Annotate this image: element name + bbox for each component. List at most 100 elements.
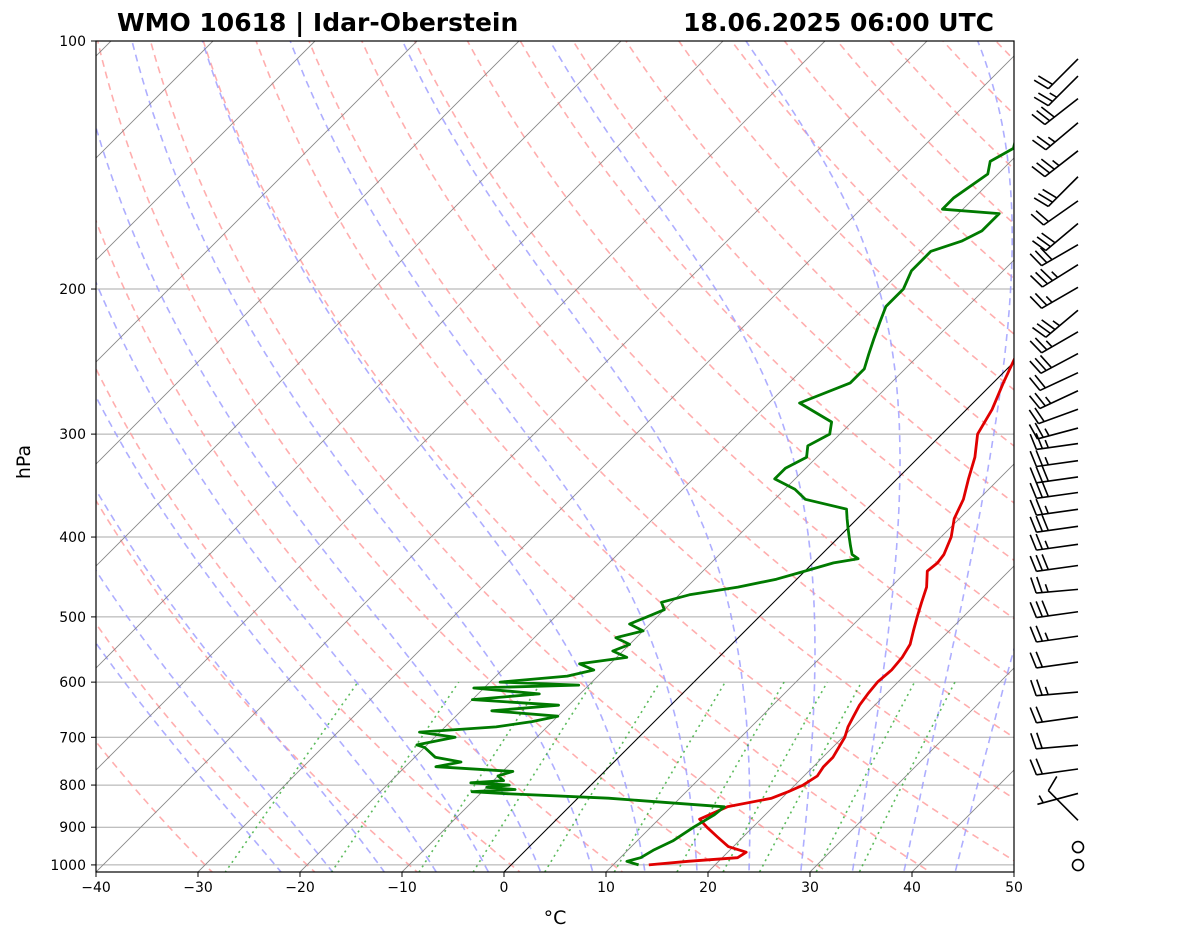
y-tick-label: 400 — [59, 530, 86, 546]
wind-barb-flag — [1033, 79, 1049, 90]
wind-barb-flag — [1041, 600, 1050, 617]
wind-barb-flag — [1035, 554, 1044, 571]
wind-barb-flag — [1036, 732, 1043, 749]
wind-barb-flag — [1035, 481, 1044, 498]
isotherm — [96, 41, 520, 465]
wind-barb-staff — [1036, 508, 1079, 516]
wind-barb-flag — [1029, 360, 1042, 374]
wind-barb-staff — [1047, 75, 1079, 107]
wind-barb-staff — [1036, 564, 1079, 573]
wind-barb-staff — [1036, 661, 1079, 669]
wind-barb-flag — [1035, 651, 1044, 668]
dry-adiabat — [466, 41, 1014, 620]
mixing-ratio-line — [330, 681, 460, 872]
wind-barb-flag — [1028, 424, 1039, 440]
moist-adiabat — [96, 280, 490, 872]
wind-barb-staff — [1036, 491, 1079, 500]
wind-barb — [1029, 286, 1079, 310]
wind-barb-staff — [1047, 176, 1079, 208]
mixing-ratio-line — [472, 681, 594, 872]
isotherm — [809, 667, 1014, 872]
wind-barb-flag — [1034, 337, 1048, 351]
wind-barb — [1030, 200, 1079, 226]
x-tick-label: 10 — [597, 880, 615, 896]
wind-barb-half-flag — [1044, 396, 1052, 404]
x-tick-label: −20 — [285, 880, 315, 896]
wind-barb-flag — [1029, 534, 1038, 551]
wind-barb — [1029, 432, 1079, 451]
wind-barb-flag — [1029, 433, 1038, 450]
wind-barb-staff — [1043, 200, 1079, 226]
wind-barb-flag — [1029, 759, 1038, 776]
wind-barb — [1029, 481, 1079, 500]
wind-barb-flag — [1029, 707, 1038, 724]
wind-barb — [1030, 679, 1079, 697]
isotherm — [96, 41, 622, 567]
x-tick-label: −40 — [81, 880, 111, 896]
wind-barb-staff — [1040, 352, 1079, 375]
wind-barb — [1032, 122, 1079, 151]
dry-adiabat — [308, 41, 1014, 800]
wind-barb-flag — [1028, 409, 1040, 425]
mixing-ratio-line — [858, 681, 956, 872]
wind-barb-staff — [1039, 371, 1079, 392]
wind-barb-flag — [1029, 450, 1038, 467]
moist-adiabat — [549, 41, 816, 872]
wind-barb — [1028, 422, 1079, 440]
dewpoint-line — [415, 140, 1014, 867]
wind-barb-flag — [1030, 577, 1037, 594]
wind-barb — [1033, 176, 1079, 208]
profile-lines — [415, 140, 1014, 867]
moist-adiabat — [131, 41, 594, 872]
wind-barb — [1029, 758, 1079, 776]
wind-barb-flag — [1028, 377, 1041, 391]
wind-barb-staff — [1047, 58, 1079, 90]
wind-barb-flag — [1028, 395, 1041, 410]
wind-barb-flag — [1029, 253, 1043, 267]
wind-barb — [1037, 792, 1079, 806]
wind-barb — [1029, 651, 1079, 669]
moist-adiabat — [96, 641, 283, 872]
wind-barb-staff — [1041, 244, 1079, 267]
wind-barb-staff — [1036, 691, 1079, 697]
wind-barb — [1031, 98, 1079, 126]
wind-barb-flag — [1035, 758, 1044, 775]
wind-barb-flag — [1030, 679, 1037, 696]
wind-barb-flag — [1040, 268, 1054, 282]
wind-barb-half-flag — [1044, 505, 1050, 514]
isotherm — [96, 41, 316, 261]
wind-barb — [1032, 309, 1079, 338]
dry-adiabat — [889, 41, 1014, 171]
dry-adiabat — [1031, 23, 1181, 883]
wind-barb-flag — [1041, 232, 1056, 244]
wind-barb-flag — [1035, 706, 1044, 723]
wind-barb-staff — [1036, 744, 1079, 750]
wind-barb-flag — [1039, 354, 1053, 369]
wind-barb — [1031, 150, 1079, 178]
y-tick-label: 600 — [59, 675, 86, 691]
mixing-ratio-line — [758, 681, 863, 872]
wind-barb — [1033, 75, 1079, 107]
dry-adiabat — [360, 41, 1014, 739]
wind-barb-flag — [1039, 247, 1053, 261]
wind-barb — [1028, 390, 1079, 410]
wind-barb-flag — [1034, 392, 1046, 407]
dry-adiabat — [572, 41, 1014, 504]
wind-barb-half-flag — [1044, 686, 1049, 695]
y-axis: 1000 900 800 700 600 500 400 300 200 100 — [50, 34, 96, 874]
wind-barb-flag — [1030, 213, 1045, 226]
wind-barb-half-flag — [1047, 136, 1056, 143]
y-tick-label: 1000 — [50, 858, 86, 874]
wind-barb — [1033, 58, 1079, 90]
wind-barb — [1030, 732, 1079, 750]
wind-barb-staff — [1036, 525, 1079, 533]
dry-adiabat — [413, 41, 1014, 679]
wind-barb-staff — [1041, 264, 1079, 288]
moist-adiabat — [401, 41, 751, 872]
wind-barb-flag — [1040, 158, 1055, 170]
wind-barb-flag — [1029, 652, 1038, 669]
wind-barb — [1029, 514, 1079, 533]
wind-barb-flag — [1035, 625, 1044, 642]
